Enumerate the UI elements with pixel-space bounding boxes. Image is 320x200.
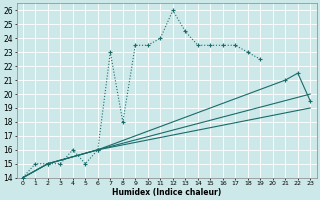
X-axis label: Humidex (Indice chaleur): Humidex (Indice chaleur) bbox=[112, 188, 221, 197]
